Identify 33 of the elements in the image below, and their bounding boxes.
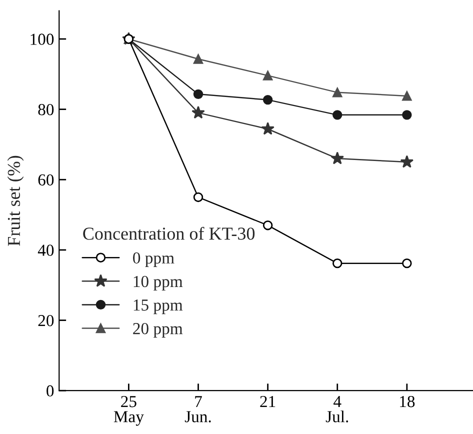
point [192,106,205,119]
y-tick-label: 60 [38,174,54,186]
point [262,220,273,230]
legend-label: 0 ppm [133,252,174,267]
y-tick-label: 0 [46,385,54,397]
point [400,155,414,168]
y-tick-label: 100 [30,34,54,45]
point [402,110,412,120]
y-axis-title: Fruit set (%) [7,156,24,246]
y-tick-label: 20 [38,314,54,326]
point [402,91,412,101]
legend-title: Concentration of KT-30 [83,226,255,240]
x-tick-label: 18 [400,396,415,408]
point [193,192,204,202]
point [332,258,342,268]
point [402,258,412,268]
x-tick-label: 21 [260,396,276,408]
point [261,122,274,135]
point [193,54,204,64]
legend-label: 15 ppm [134,300,183,314]
point [330,152,344,164]
point [332,110,342,120]
point [332,88,342,98]
x-tick-label: 7 Jun. [184,396,211,422]
point [262,70,273,80]
x-tick-label: 25 May [114,396,144,426]
y-tick-label: 80 [38,104,54,116]
legend-label: 10 ppm [134,276,183,291]
legend-label: 20 ppm [133,322,183,338]
point [193,89,204,100]
x-tick-label: 4 Jul. [326,396,348,422]
point [262,94,273,105]
y-tick-label: 40 [38,244,54,256]
